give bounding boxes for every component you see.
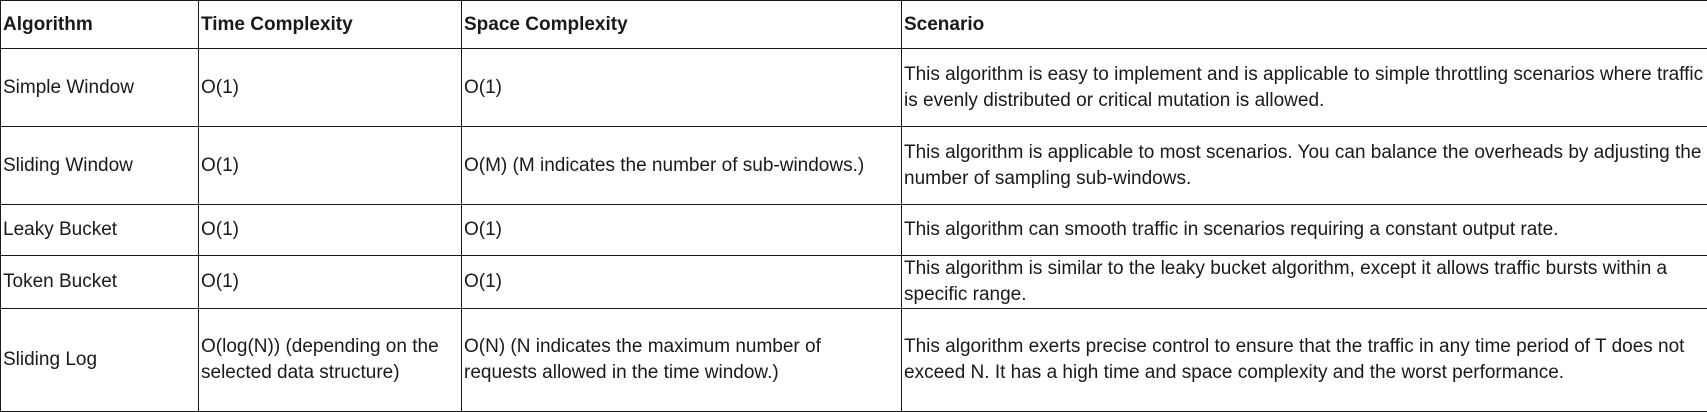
cell-scenario: This algorithm is applicable to most sce… <box>902 127 1707 205</box>
table-row: Simple Window O(1) O(1) This algorithm i… <box>1 49 1707 127</box>
cell-space-complexity: O(M) (M indicates the number of sub-wind… <box>462 127 902 205</box>
header-row: Algorithm Time Complexity Space Complexi… <box>1 1 1707 49</box>
cell-scenario: This algorithm is similar to the leaky b… <box>902 256 1707 309</box>
cell-time-complexity: O(1) <box>199 127 462 205</box>
header-time-complexity: Time Complexity <box>199 1 462 49</box>
cell-time-complexity: O(log(N)) (depending on the selected dat… <box>199 309 462 412</box>
header-space-complexity: Space Complexity <box>462 1 902 49</box>
cell-algorithm: Token Bucket <box>1 256 199 309</box>
cell-space-complexity: O(1) <box>462 49 902 127</box>
cell-algorithm: Simple Window <box>1 49 199 127</box>
cell-time-complexity: O(1) <box>199 256 462 309</box>
table-row: Sliding Window O(1) O(M) (M indicates th… <box>1 127 1707 205</box>
table-body: Simple Window O(1) O(1) This algorithm i… <box>1 49 1707 412</box>
table-header: Algorithm Time Complexity Space Complexi… <box>1 1 1707 49</box>
cell-space-complexity: O(N) (N indicates the maximum number of … <box>462 309 902 412</box>
cell-algorithm: Sliding Window <box>1 127 199 205</box>
cell-scenario: This algorithm can smooth traffic in sce… <box>902 205 1707 256</box>
cell-algorithm: Sliding Log <box>1 309 199 412</box>
header-scenario: Scenario <box>902 1 1707 49</box>
cell-time-complexity: O(1) <box>199 49 462 127</box>
cell-space-complexity: O(1) <box>462 205 902 256</box>
cell-space-complexity: O(1) <box>462 256 902 309</box>
cell-scenario: This algorithm is easy to implement and … <box>902 49 1707 127</box>
cell-algorithm: Leaky Bucket <box>1 205 199 256</box>
cell-time-complexity: O(1) <box>199 205 462 256</box>
header-algorithm: Algorithm <box>1 1 199 49</box>
cell-scenario: This algorithm exerts precise control to… <box>902 309 1707 412</box>
table-row: Token Bucket O(1) O(1) This algorithm is… <box>1 256 1707 309</box>
table-row: Leaky Bucket O(1) O(1) This algorithm ca… <box>1 205 1707 256</box>
table-row: Sliding Log O(log(N)) (depending on the … <box>1 309 1707 412</box>
